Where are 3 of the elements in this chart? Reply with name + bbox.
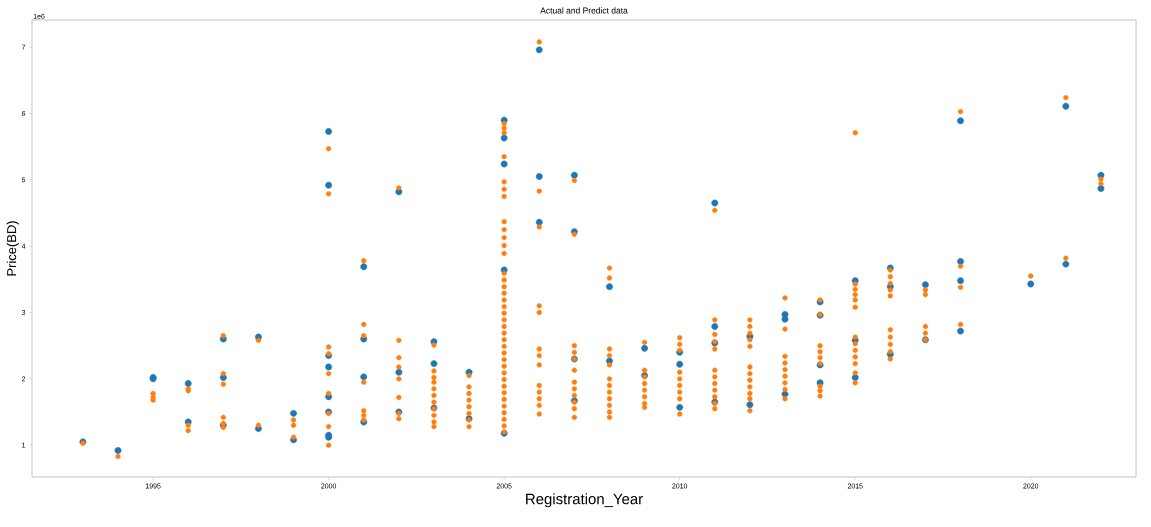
chart-title: Actual and Predict data bbox=[540, 7, 628, 14]
x-axis-title: Registration_Year bbox=[526, 493, 643, 508]
y-axis-title: Price(BD) bbox=[6, 221, 19, 276]
